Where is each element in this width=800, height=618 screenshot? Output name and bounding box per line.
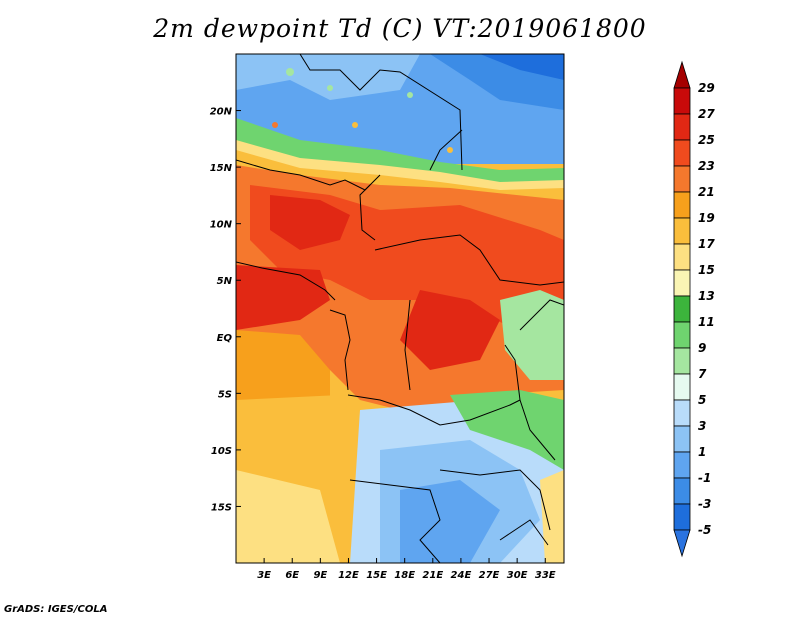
colorbar-swatch (673, 113, 691, 141)
map-title: 2m dewpoint Td (C) VT:2019061800 (153, 14, 647, 43)
colorbar-swatch (673, 503, 691, 531)
longitude-axis: 3E 6E 9E 12E 15E 18E 21E 24E 27E 30E 33E (257, 558, 556, 581)
lon-tick-label: 30E (507, 570, 528, 581)
lon-tick-label: 27E (479, 570, 500, 581)
colorbar-top-triangle (673, 60, 691, 89)
colorbar: 29 27 25 23 21 19 17 15 13 11 9 7 5 3 1 -1 -3 -5 (673, 60, 715, 558)
colorbar-swatch (673, 477, 691, 505)
latitude-axis: 20N 15N 10N 5N EQ 5S 10S 15S (210, 107, 241, 513)
colorbar-swatch (673, 425, 691, 453)
lat-tick-label: 10S (211, 446, 232, 457)
lat-tick-label: 20N (210, 107, 233, 118)
colorbar-swatch (673, 243, 691, 271)
colorbar-label: 9 (698, 341, 706, 355)
colorbar-label: 13 (698, 289, 715, 303)
colorbar-swatch (673, 321, 691, 349)
colorbar-swatch (673, 217, 691, 245)
colorbar-label: 7 (698, 367, 707, 381)
lon-tick-label: 33E (535, 570, 556, 581)
plot-frame (235, 53, 565, 564)
lon-tick-label: 18E (394, 570, 415, 581)
colorbar-swatch (673, 139, 691, 167)
lon-tick-label: 21E (422, 570, 443, 581)
dewpoint-field (236, 54, 564, 563)
colorbar-bottom-triangle (673, 529, 691, 558)
credit-text: GrADS: IGES/COLA (4, 604, 107, 615)
colorbar-label: 25 (698, 133, 715, 147)
colorbar-label: 3 (698, 419, 706, 433)
colorbar-label: 5 (698, 393, 706, 407)
colorbar-swatch (673, 373, 691, 401)
lon-tick-label: 12E (338, 570, 359, 581)
lat-tick-label: 5S (218, 389, 232, 400)
colorbar-label: 29 (698, 81, 715, 95)
colorbar-label: 27 (698, 107, 715, 121)
colorbar-label: -1 (698, 471, 711, 485)
colorbar-swatch (673, 347, 691, 375)
colorbar-swatch (673, 451, 691, 479)
colorbar-label: -3 (698, 497, 711, 511)
colorbar-label: 15 (698, 263, 715, 277)
colorbar-label: 19 (698, 211, 715, 225)
lon-tick-label: 6E (285, 570, 299, 581)
lon-tick-label: 9E (313, 570, 327, 581)
colorbar-label: 21 (698, 185, 715, 199)
lat-tick-label: 5N (217, 276, 233, 287)
lat-tick-label: EQ (217, 333, 233, 344)
lat-tick-label: 15S (211, 502, 232, 513)
lon-tick-label: 15E (366, 570, 387, 581)
lat-tick-label: 10N (210, 220, 233, 231)
colorbar-swatch (673, 87, 691, 115)
colorbar-swatch (673, 295, 691, 323)
colorbar-swatch (673, 191, 691, 219)
lon-tick-label: 24E (451, 570, 472, 581)
colorbar-label: -5 (698, 523, 711, 537)
colorbar-label: 1 (698, 445, 706, 459)
colorbar-label: 11 (698, 315, 715, 329)
colorbar-label: 23 (698, 159, 715, 173)
colorbar-label: 17 (698, 237, 715, 251)
country-borders (236, 54, 564, 563)
colorbar-swatch (673, 399, 691, 427)
lat-tick-label: 15N (210, 163, 233, 174)
colorbar-swatch (673, 165, 691, 193)
lon-tick-label: 3E (257, 570, 271, 581)
colorbar-swatch (673, 269, 691, 297)
